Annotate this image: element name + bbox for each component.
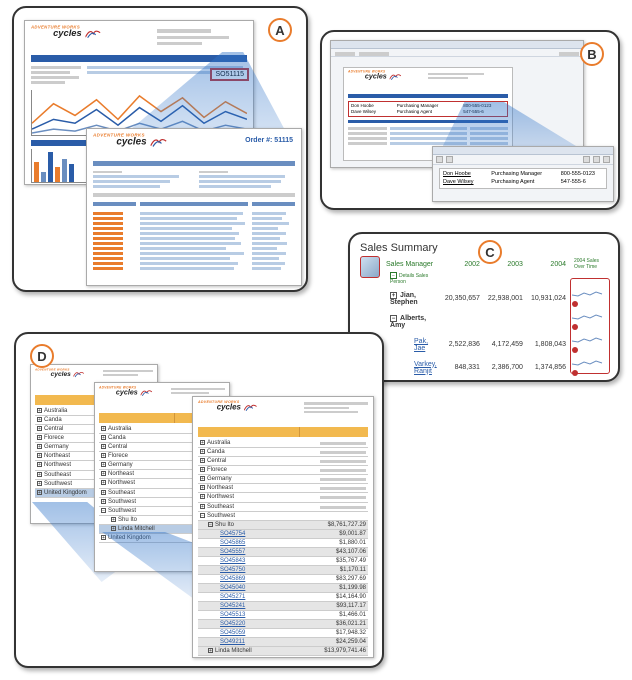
order-row[interactable]: SO45843$35,767.49 <box>198 557 368 566</box>
sparkline-column-highlight <box>570 278 610 374</box>
region-row[interactable]: +Australia <box>198 439 368 448</box>
logo-swoosh-icon <box>244 401 258 411</box>
logo-swoosh-icon <box>390 71 403 80</box>
order-row[interactable]: SO45220$36,021.21 <box>198 620 368 629</box>
toolbar-icon[interactable] <box>446 156 453 163</box>
popup-phone: 547-555-6 <box>561 179 603 187</box>
order-row[interactable]: SO45865$1,880.01 <box>198 539 368 548</box>
panel-c: C Sales Summary Sales Manager 2002 2003 … <box>348 232 620 382</box>
logo: ADVENTURE WORKS cycles <box>31 25 99 44</box>
panel-b: B ADVENTURE WORKS cycles <box>320 30 620 210</box>
region-row[interactable]: +Germany <box>198 475 368 484</box>
logo-swoosh-icon <box>141 387 154 396</box>
region-row[interactable]: +Central <box>198 457 368 466</box>
th-mgr: Sales Manager <box>386 261 433 268</box>
order-row[interactable]: SO45513$1,466.01 <box>198 611 368 620</box>
order-row[interactable]: SO45271$14,164.90 <box>198 593 368 602</box>
manager-photo <box>360 256 380 278</box>
popup-name[interactable]: Don Hoobe <box>443 171 485 179</box>
popup-name[interactable]: Dave Wilsey <box>443 179 485 187</box>
mini-bar-chart <box>31 149 91 183</box>
contact-name: Dave Wilsey <box>351 109 393 115</box>
panel-a: A ADVENTURE WORKS cycles <box>12 6 308 292</box>
region-row[interactable]: +Northwest <box>198 493 368 502</box>
popup-title: Purchasing Manager <box>491 171 554 179</box>
popup-title: Purchasing Agent <box>491 179 554 187</box>
panel-d-doc3: ADVENTURE WORKS cycles +Australia+Canda+… <box>192 396 374 658</box>
region-row[interactable]: +Florece <box>198 466 368 475</box>
badge-d: D <box>30 344 54 368</box>
panel-d: D ADVENTURE WORKS cycles +Australia+Cand… <box>14 332 384 668</box>
popup-phone: 800-555-0123 <box>561 171 603 179</box>
order-row[interactable]: SO45241$93,117.17 <box>198 602 368 611</box>
logo: ADVENTURE WORKS cycles <box>35 368 83 381</box>
order-row[interactable]: SO45750$1,170.11 <box>198 566 368 575</box>
order-row[interactable]: SO45869$83,297.69 <box>198 575 368 584</box>
badge-b: B <box>580 42 604 66</box>
th-2004: 2004 <box>527 256 570 272</box>
logo: ADVENTURE WORKS cycles <box>348 70 400 84</box>
person-row[interactable]: −Shu Ito$8,761,727.29 <box>198 521 368 530</box>
order-number: Order #: 51115 <box>245 137 293 144</box>
contact-title: Purchasing Agent <box>397 109 460 115</box>
toolbar-icon[interactable] <box>583 156 590 163</box>
th-2002: 2002 <box>441 256 484 272</box>
order-row[interactable]: SO45040$1,199.98 <box>198 584 368 593</box>
th-spark: 2004 Sales Over Time <box>570 256 608 272</box>
region-row[interactable]: +Canda <box>198 448 368 457</box>
logo-swoosh-icon <box>151 135 169 148</box>
badge-a: A <box>268 18 292 42</box>
logo: ADVENTURE WORKS cycles <box>99 386 151 400</box>
logo-swoosh-icon <box>85 27 102 39</box>
toolbar-icon[interactable] <box>593 156 600 163</box>
order-row[interactable]: SO45754$9,001.87 <box>198 530 368 539</box>
toolbar-icon[interactable] <box>436 156 443 163</box>
panel-a-front-doc: ADVENTURE WORKS cycles Order #: 51115 <box>86 128 302 286</box>
toolbar-icon[interactable] <box>603 156 610 163</box>
sales-row: Valdez, Rachel978,435848,630 <box>386 379 608 382</box>
badge-c: C <box>478 240 502 264</box>
logo: ADVENTURE WORKS cycles <box>198 400 256 416</box>
order-row[interactable]: SO45059$17,948.32 <box>198 629 368 638</box>
logo: ADVENTURE WORKS cycles <box>93 133 165 153</box>
region-row[interactable]: +Southeast <box>198 503 368 512</box>
region-row[interactable]: −Southwest <box>198 512 368 521</box>
logo-swoosh-icon <box>73 369 85 377</box>
region-row[interactable]: +Northeast <box>198 484 368 493</box>
order-row[interactable]: SO45557$43,107.06 <box>198 548 368 557</box>
order-row[interactable]: SO49211$24,259.04 <box>198 638 368 647</box>
panel-b-popup: Don HoobePurchasing Manager800-555-0123 … <box>432 146 614 202</box>
person-row[interactable]: +Linda Mitchell$13,979,741.46 <box>198 647 368 656</box>
